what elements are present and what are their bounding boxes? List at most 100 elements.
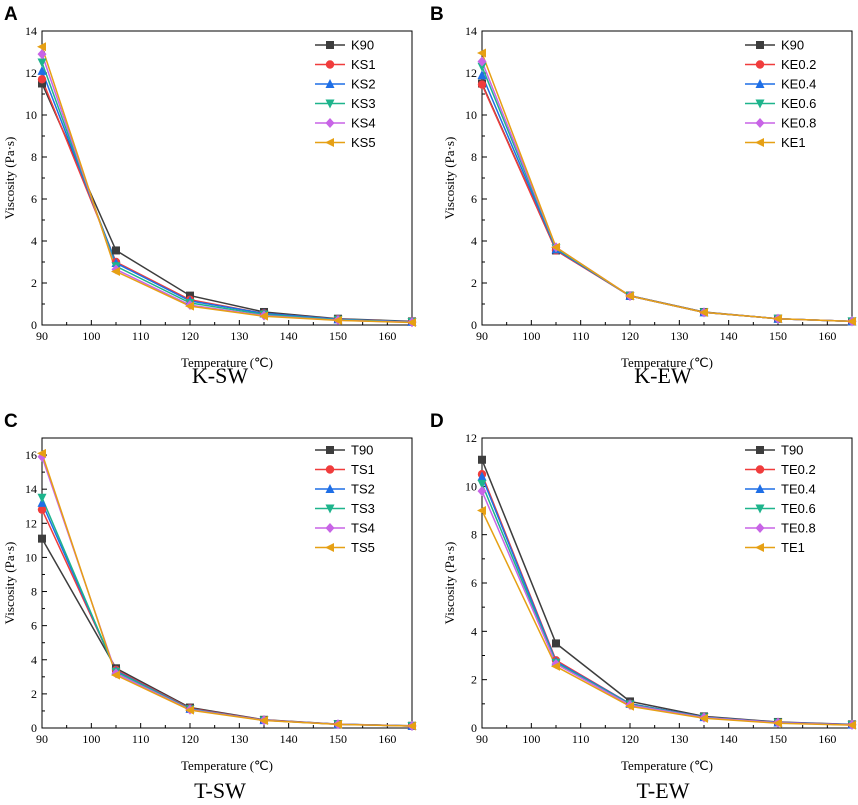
y-axis-title: Viscosity (Pa·s) [2, 542, 17, 625]
legend-marker [325, 465, 335, 474]
data-point-t90 [478, 455, 486, 464]
legend-marker [755, 118, 765, 128]
x-tick-label: 110 [572, 329, 590, 343]
y-tick-label: 0 [471, 721, 477, 735]
x-tick-label: 130 [670, 329, 688, 343]
x-tick-label: 110 [572, 732, 590, 746]
y-tick-label: 2 [31, 687, 37, 701]
data-point-ks2 [37, 65, 47, 75]
data-point-ks5 [111, 266, 120, 276]
x-axis-title: Temperature (℃) [181, 355, 273, 370]
y-tick-label: 0 [471, 318, 477, 332]
legend-label: K90 [781, 38, 804, 53]
y-tick-label: 12 [465, 66, 477, 80]
x-tick-label: 140 [720, 732, 738, 746]
legend-label: T90 [781, 443, 803, 458]
legend-marker [325, 138, 334, 147]
legend: T90 TS1 TS2 TS3 TS4 TS5 [315, 443, 375, 555]
legend-label: KS3 [351, 96, 376, 111]
legend-marker [325, 523, 335, 533]
y-tick-label: 0 [31, 318, 37, 332]
y-tick-label: 8 [31, 150, 37, 164]
x-tick-label: 150 [769, 732, 787, 746]
data-point-ke0.8 [477, 56, 487, 67]
legend-marker [755, 138, 764, 147]
panel-letter: A [4, 4, 18, 25]
data-point-te1 [551, 661, 560, 671]
x-tick-label: 110 [132, 732, 150, 746]
legend: T90 TE0.2 TE0.4 TE0.6 TE0.8 TE1 [745, 443, 816, 555]
legend-label: TS2 [351, 482, 375, 497]
panel-caption: T-EW [637, 778, 690, 803]
data-point-ks3 [37, 58, 47, 68]
legend-label: TS1 [351, 462, 375, 477]
legend-label: KE0.8 [781, 116, 816, 131]
x-tick-label: 110 [132, 329, 150, 343]
legend-label: KE1 [781, 135, 806, 150]
data-point-te1 [773, 718, 782, 728]
data-point-ks5 [333, 315, 342, 325]
data-point-ts5 [111, 670, 120, 680]
legend-marker [325, 504, 335, 514]
y-tick-label: 12 [465, 431, 477, 445]
data-point-k90 [112, 246, 120, 255]
y-axis-title: Viscosity (Pa·s) [2, 137, 17, 220]
y-tick-label: 6 [31, 192, 37, 206]
y-tick-label: 2 [471, 673, 477, 687]
data-point-te1 [477, 506, 486, 515]
data-point-ke1 [699, 307, 708, 317]
x-tick-label: 90 [36, 329, 48, 343]
x-tick-label: 90 [476, 329, 488, 343]
chart-panel-a: A 90 100 110 120 130 140 150 160 0 2 4 6 8 10 12 14 Tempe… [2, 4, 417, 388]
series-line-ts4 [41, 456, 413, 727]
x-tick-label: 90 [36, 732, 48, 746]
x-tick-label: 120 [621, 732, 639, 746]
x-tick-label: 140 [280, 732, 298, 746]
x-tick-label: 150 [769, 329, 787, 343]
legend-label: TE0.2 [781, 462, 816, 477]
legend-marker [325, 118, 335, 128]
y-tick-label: 6 [471, 192, 477, 206]
legend-marker [325, 99, 335, 109]
legend-label: KS4 [351, 116, 376, 131]
x-tick-label: 140 [720, 329, 738, 343]
legend-label: TS3 [351, 501, 375, 516]
y-tick-label: 10 [465, 479, 477, 493]
x-tick-label: 120 [181, 329, 199, 343]
legend-marker [325, 79, 335, 88]
data-point-ks5 [259, 311, 268, 321]
legend-label: TE0.8 [781, 521, 816, 536]
plot-frame [41, 437, 413, 729]
legend-label: TE1 [781, 540, 805, 555]
y-tick-label: 14 [25, 24, 37, 38]
legend-label: KE0.2 [781, 57, 816, 72]
legend-label: TE0.4 [781, 482, 816, 497]
legend: K90 KS1 KS2 KS3 KS4 KS5 [315, 38, 376, 150]
x-tick-label: 130 [230, 329, 248, 343]
data-point-te0.6 [477, 479, 487, 489]
x-axis-title: Temperature (℃) [621, 355, 713, 370]
y-tick-label: 2 [471, 276, 477, 290]
legend-label: KE0.4 [781, 77, 816, 92]
data-point-ks5 [37, 42, 46, 52]
x-tick-label: 100 [522, 329, 540, 343]
legend-marker [325, 60, 335, 69]
legend-label: KS1 [351, 57, 376, 72]
series-line-t90 [481, 459, 853, 726]
x-tick-label: 130 [230, 732, 248, 746]
y-tick-label: 4 [31, 234, 37, 248]
data-point-ts5 [185, 705, 194, 715]
data-point-ke0.6 [477, 62, 487, 72]
plot-frame [481, 30, 853, 326]
y-tick-label: 2 [31, 276, 37, 290]
series-line-ts5 [41, 453, 413, 727]
panel-caption: K-SW [192, 363, 248, 388]
series-line-ks5 [41, 46, 413, 324]
legend-label: TE0.6 [781, 501, 816, 516]
x-tick-label: 160 [378, 329, 396, 343]
x-axis-title: Temperature (℃) [181, 758, 273, 773]
data-point-ts3 [37, 493, 47, 503]
y-tick-label: 4 [471, 624, 477, 638]
data-point-ks4 [37, 49, 47, 60]
x-tick-label: 100 [82, 329, 100, 343]
